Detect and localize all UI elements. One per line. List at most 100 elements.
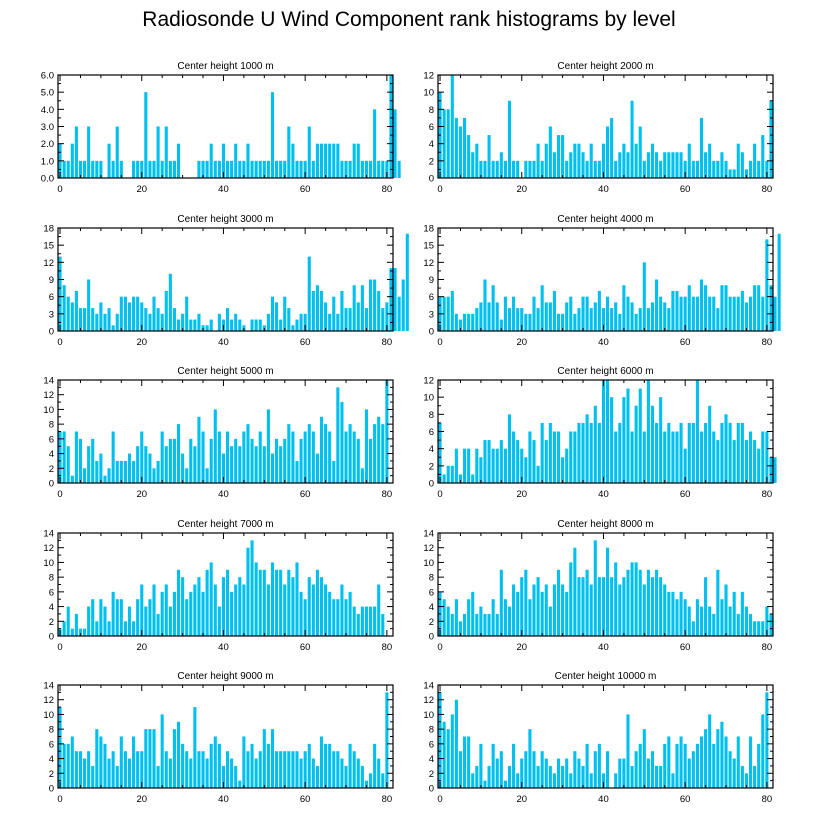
- bar: [442, 296, 446, 331]
- panel-title: Center height 7000 m: [177, 519, 273, 530]
- y-tick-label: 12: [43, 543, 54, 554]
- bar: [381, 308, 385, 331]
- bar: [360, 765, 364, 788]
- y-tick-label: 0: [429, 327, 434, 338]
- bar: [364, 308, 368, 331]
- bar: [119, 160, 123, 178]
- bar: [736, 296, 740, 331]
- bar: [589, 773, 593, 788]
- bar: [581, 296, 585, 331]
- bar: [176, 143, 181, 178]
- bar: [132, 621, 136, 636]
- bar: [164, 751, 168, 788]
- bar: [655, 422, 659, 483]
- bar: [368, 160, 373, 178]
- bar: [373, 606, 377, 636]
- bar: [454, 599, 458, 636]
- bar: [589, 308, 593, 331]
- bar: [140, 302, 144, 331]
- bar: [708, 714, 712, 788]
- bar: [695, 599, 699, 636]
- y-tick-label: 2: [429, 461, 434, 472]
- bar: [258, 160, 262, 178]
- bar: [303, 751, 307, 788]
- bar: [687, 143, 691, 178]
- bar: [777, 233, 781, 331]
- bar: [683, 448, 687, 483]
- bar: [381, 160, 385, 178]
- bar: [340, 160, 344, 178]
- bar: [601, 773, 605, 788]
- x-tick-label: 80: [382, 489, 393, 500]
- bar: [487, 135, 491, 178]
- bar: [87, 126, 91, 178]
- bar: [606, 296, 610, 331]
- bar: [646, 569, 650, 636]
- bar: [646, 152, 650, 178]
- bar: [642, 584, 646, 636]
- bar: [618, 584, 622, 636]
- bar: [446, 729, 450, 788]
- bar: [152, 729, 156, 788]
- bar: [442, 474, 446, 483]
- bar: [136, 599, 140, 636]
- bar: [168, 758, 172, 788]
- x-tick-label: 20: [516, 642, 527, 653]
- bar: [381, 773, 385, 788]
- bar: [753, 143, 757, 178]
- bar: [675, 152, 679, 178]
- x-tick-label: 80: [762, 184, 773, 195]
- bar: [736, 613, 740, 636]
- bar: [181, 313, 185, 331]
- bar: [164, 126, 168, 178]
- bar: [503, 296, 507, 331]
- bar: [95, 313, 99, 331]
- y-tick-label: 4: [429, 444, 434, 455]
- bar: [736, 422, 740, 483]
- bar: [364, 160, 368, 178]
- x-tick-label: 60: [680, 337, 691, 348]
- y-tick-label: 12: [43, 390, 54, 401]
- bar: [221, 765, 225, 788]
- bar: [176, 319, 181, 331]
- bar: [720, 422, 724, 483]
- bar: [107, 468, 111, 483]
- bar: [544, 302, 548, 331]
- bar: [91, 438, 95, 483]
- bar: [307, 256, 311, 331]
- bar: [328, 143, 332, 178]
- bar: [516, 160, 520, 178]
- bar: [381, 613, 385, 636]
- bar: [238, 160, 242, 178]
- bar: [319, 416, 324, 483]
- y-tick-label: 1.0: [41, 156, 54, 167]
- bar: [761, 714, 765, 788]
- bar: [695, 743, 699, 788]
- bar: [634, 405, 638, 483]
- bar: [520, 308, 524, 331]
- y-tick-label: 6: [49, 587, 54, 598]
- bar: [107, 621, 111, 636]
- bar: [275, 438, 279, 483]
- bar: [691, 296, 695, 331]
- y-tick-label: 14: [423, 529, 434, 540]
- bar: [467, 599, 471, 636]
- bar: [283, 584, 287, 636]
- bar: [716, 729, 720, 788]
- bar: [279, 446, 283, 483]
- bar: [736, 143, 740, 178]
- bar: [679, 296, 683, 331]
- bar: [311, 431, 315, 483]
- bar: [593, 302, 597, 331]
- bar: [499, 319, 503, 331]
- bar: [471, 474, 475, 483]
- bar: [556, 758, 561, 788]
- bar: [152, 296, 156, 331]
- bar: [262, 446, 266, 483]
- bar: [740, 290, 744, 331]
- x-tick-label: 40: [598, 184, 609, 195]
- bar: [622, 758, 626, 788]
- bar: [544, 584, 548, 636]
- bar: [556, 135, 561, 178]
- bar: [95, 621, 99, 636]
